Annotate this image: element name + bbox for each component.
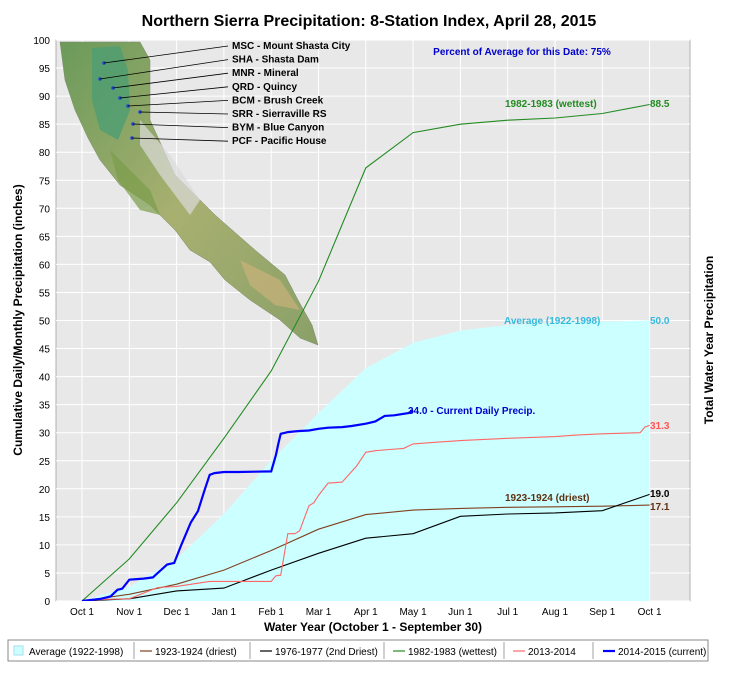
chart-title: Northern Sierra Precipitation: 8-Station… bbox=[142, 13, 597, 30]
legend-label: 2014-2015 (current) bbox=[618, 647, 706, 658]
station-label: QRD - Quincy bbox=[232, 82, 297, 93]
station-leader-line bbox=[131, 137, 229, 142]
series-end-label: 31.3 bbox=[650, 421, 670, 432]
y-axis-label: Cumulative Daily/Monthly Precipitation (… bbox=[11, 184, 25, 455]
y-tick-label: 50 bbox=[39, 317, 51, 328]
legend-label: 1982-1983 (wettest) bbox=[408, 647, 497, 658]
station-label: BYM - Blue Canyon bbox=[232, 123, 324, 134]
x-tick-label: May 1 bbox=[399, 607, 427, 618]
y-tick-label: 25 bbox=[39, 457, 51, 468]
x-axis-label: Water Year (October 1 - September 30) bbox=[264, 620, 482, 634]
x-tick-label: Apr 1 bbox=[354, 607, 378, 618]
station-label: SRR - Sierraville RS bbox=[232, 109, 327, 120]
x-tick-label: Mar 1 bbox=[306, 607, 332, 618]
x-tick-label: Sep 1 bbox=[589, 607, 616, 618]
station-leader-line bbox=[99, 59, 229, 80]
y-tick-label: 20 bbox=[39, 485, 51, 496]
y-tick-label: 30 bbox=[39, 429, 51, 440]
x-tick-label: Jul 1 bbox=[497, 607, 519, 618]
series-end-label: 19.0 bbox=[650, 489, 670, 500]
y-tick-label: 85 bbox=[39, 120, 51, 131]
y-tick-label: 40 bbox=[39, 373, 51, 384]
y-tick-label: 60 bbox=[39, 260, 51, 271]
y-tick-label: 5 bbox=[44, 569, 50, 580]
y-tick-label: 55 bbox=[39, 288, 51, 299]
y-tick-label: 35 bbox=[39, 401, 51, 412]
california-map-graphic bbox=[59, 41, 319, 346]
x-tick-label: Aug 1 bbox=[542, 607, 569, 618]
average-area bbox=[82, 320, 650, 601]
y-tick-label: 45 bbox=[39, 345, 51, 356]
legend-label: 2013-2014 bbox=[528, 647, 576, 658]
legend-label: 1976-1977 (2nd Driest) bbox=[275, 647, 378, 658]
x-tick-label: Feb 1 bbox=[258, 607, 284, 618]
station-label: SHA - Shasta Dam bbox=[232, 55, 319, 66]
series-end-label: 17.1 bbox=[650, 502, 670, 513]
y-tick-label: 65 bbox=[39, 232, 51, 243]
station-leader-line bbox=[132, 123, 229, 128]
station-leader-line bbox=[127, 100, 229, 107]
y-tick-label: 0 bbox=[44, 597, 50, 608]
y-tick-label: 15 bbox=[39, 513, 51, 524]
legend-label: Average (1922-1998) bbox=[29, 647, 123, 658]
station-label: PCF - Pacific House bbox=[232, 136, 327, 147]
legend: Average (1922-1998) 1923-1924 (driest) 197… bbox=[13, 642, 706, 659]
series-lines bbox=[81, 103, 650, 601]
y-tick-label: 100 bbox=[33, 36, 50, 47]
series-end-label: 50.0 bbox=[650, 316, 670, 327]
y-tick-label: 75 bbox=[39, 176, 51, 187]
station-leader-line bbox=[119, 86, 229, 99]
series-line bbox=[81, 424, 650, 601]
station-label: MSC - Mount Shasta City bbox=[232, 41, 351, 52]
wettest-annotation: 1982-1983 (wettest) bbox=[505, 99, 597, 110]
y-tick-label: 80 bbox=[39, 148, 51, 159]
y-axis-label-right: Total Water Year Precipitation bbox=[702, 256, 716, 425]
series-line bbox=[81, 504, 650, 601]
percent-of-average: Percent of Average for this Date: 75% bbox=[433, 47, 611, 58]
station-label: BCM - Brush Creek bbox=[232, 95, 324, 106]
series-line bbox=[81, 409, 414, 601]
average-annotation: Average (1922-1998) bbox=[504, 316, 600, 327]
series-end-label: 88.5 bbox=[650, 99, 670, 110]
x-axis-tick-labels: Oct 1 Nov 1 Dec 1 Jan 1 Feb 1 Mar 1 Apr 1 May 1… bbox=[70, 607, 662, 618]
station-leader-line bbox=[139, 111, 229, 115]
x-tick-label: Nov 1 bbox=[116, 607, 143, 618]
x-tick-label: Oct 1 bbox=[638, 607, 662, 618]
y-tick-label: 70 bbox=[39, 204, 51, 215]
y-tick-label: 90 bbox=[39, 92, 51, 103]
series-end-label: 34.0 - Current Daily Precip. bbox=[408, 406, 535, 417]
station-leader-line bbox=[112, 72, 229, 89]
y-axis-tick-labels: 0 5 10 15 20 25 30 35 40 45 50 55 60 65 70 75 80 85 90 95 10… bbox=[33, 36, 50, 608]
driest-annotation: 1923-1924 (driest) bbox=[505, 493, 590, 504]
x-tick-label: Oct 1 bbox=[70, 607, 94, 618]
x-tick-label: Jun 1 bbox=[448, 607, 473, 618]
x-tick-label: Jan 1 bbox=[212, 607, 237, 618]
y-tick-label: 10 bbox=[39, 541, 51, 552]
end-labels: 50.0 17.1 19.0 88.5 31.3 34.0 - Current Daily… bbox=[408, 99, 670, 513]
legend-label: 1923-1924 (driest) bbox=[155, 647, 237, 658]
legend-swatch bbox=[13, 645, 24, 656]
legend-box bbox=[7, 639, 709, 662]
x-tick-label: Dec 1 bbox=[164, 607, 191, 618]
series-line bbox=[81, 493, 650, 601]
series-area bbox=[82, 320, 650, 601]
station-leader-line bbox=[103, 45, 229, 64]
station-label: MNR - Mineral bbox=[232, 68, 299, 79]
station-list: MSC - Mount Shasta City SHA - Shasta Dam M… bbox=[99, 41, 351, 147]
y-tick-label: 95 bbox=[39, 64, 51, 75]
series-line bbox=[81, 103, 650, 601]
